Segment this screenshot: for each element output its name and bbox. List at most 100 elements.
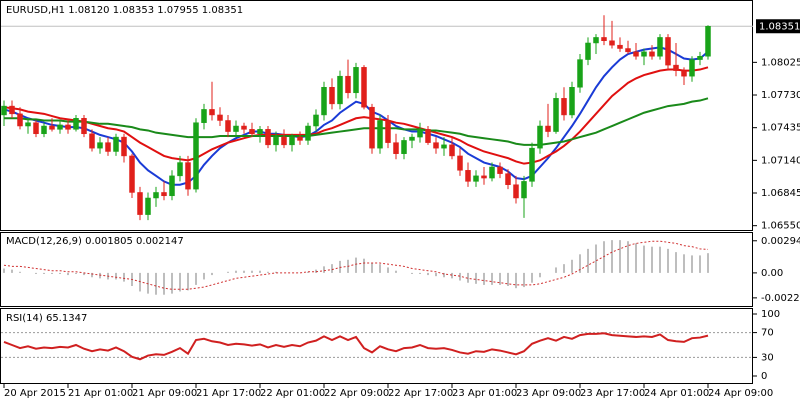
candle-body: [57, 124, 63, 130]
candle-body: [369, 106, 375, 149]
candle-body: [473, 175, 479, 182]
candle-body: [697, 56, 703, 60]
candle-body: [569, 87, 575, 116]
candle-body: [113, 136, 119, 152]
y-tick-label: 1.07730: [761, 90, 800, 101]
candle-body: [177, 162, 183, 177]
candle-body: [465, 170, 471, 182]
y-tick-label: 1.08025: [761, 57, 800, 68]
x-tick-label: 21 Apr 17:00: [196, 388, 261, 399]
candle-body: [105, 142, 111, 152]
candle-body: [505, 173, 511, 185]
candle-body: [153, 192, 159, 199]
y-tick-label: -0.002287: [761, 293, 800, 304]
candle-body: [33, 122, 39, 135]
macd-panel: [0, 232, 753, 307]
x-tick-label: 22 Apr 09:00: [324, 388, 389, 399]
rsi-panel: [0, 308, 753, 384]
y-tick-label: 0.00294: [761, 236, 800, 247]
y-tick-label: 1.06550: [761, 221, 800, 232]
x-tick-label: 22 Apr 17:00: [388, 388, 453, 399]
candle-body: [385, 120, 391, 143]
candle-body: [601, 37, 607, 42]
current-price: 1.08351: [759, 21, 800, 32]
candle-body: [425, 129, 431, 143]
candle-body: [257, 129, 263, 135]
main-panel: [0, 0, 753, 231]
candle-body: [577, 59, 583, 88]
candle-body: [265, 129, 271, 146]
candle-body: [241, 125, 247, 130]
candle-body: [593, 37, 599, 44]
candle-body: [353, 67, 359, 94]
x-tick-label: 21 Apr 09:00: [132, 388, 197, 399]
candle-body: [641, 51, 647, 57]
candle-body: [297, 136, 303, 141]
candle-body: [545, 125, 551, 132]
candle-body: [449, 144, 455, 157]
candle-body: [289, 136, 295, 146]
candle-body: [313, 114, 319, 127]
candle-body: [521, 181, 527, 199]
candle-body: [609, 40, 615, 46]
candle-body: [41, 125, 47, 135]
y-tick-label: 0: [761, 371, 767, 382]
candle-body: [681, 70, 687, 77]
candle-body: [321, 87, 327, 116]
candle-body: [145, 197, 151, 215]
candle-body: [497, 166, 503, 174]
candle-body: [417, 129, 423, 138]
y-tick-label: 1.07140: [761, 155, 800, 166]
candle-body: [553, 98, 559, 132]
candle-body: [409, 136, 415, 141]
candle-body: [345, 75, 351, 94]
candle-body: [49, 125, 55, 130]
x-tick-label: 24 Apr 09:00: [708, 388, 773, 399]
candle-body: [281, 136, 287, 146]
candle-body: [537, 125, 543, 149]
candle-body: [529, 147, 535, 182]
candle-body: [561, 98, 567, 116]
candle-body: [481, 175, 487, 179]
candle-body: [225, 120, 231, 132]
candle-body: [97, 142, 103, 149]
candle-body: [89, 133, 95, 149]
x-tick-label: 23 Apr 09:00: [516, 388, 581, 399]
candle-body: [401, 140, 407, 154]
candle-body: [233, 125, 239, 132]
x-tick-label: 24 Apr 01:00: [644, 388, 709, 399]
candle-body: [161, 192, 167, 197]
candle-body: [393, 142, 399, 154]
candle-body: [489, 166, 495, 179]
y-tick-label: 100: [761, 309, 780, 320]
candle-body: [617, 44, 623, 49]
y-tick-label: 1.06845: [761, 188, 800, 199]
candle-body: [457, 155, 463, 171]
candle-body: [433, 142, 439, 149]
candle-body: [73, 118, 79, 130]
candle-body: [273, 136, 279, 146]
y-tick-label: 0.00: [761, 268, 783, 279]
signal-line: [3, 240, 709, 290]
candle-body: [249, 129, 255, 135]
candle-body: [705, 26, 711, 57]
candle-body: [665, 37, 671, 66]
candle-body: [633, 51, 639, 57]
y-tick-label: 1.07435: [761, 123, 800, 134]
moving-average: [4, 97, 709, 146]
candle-body: [305, 125, 311, 141]
candle-body: [377, 120, 383, 149]
candle-body: [129, 155, 135, 193]
rsi-line: [3, 332, 709, 361]
candle-body: [585, 42, 591, 60]
candle-body: [201, 109, 207, 123]
candle-body: [9, 105, 15, 115]
x-tick-label: 23 Apr 17:00: [580, 388, 645, 399]
x-tick-label: 20 Apr 2015: [4, 388, 66, 399]
x-tick-label: 21 Apr 01:00: [68, 388, 133, 399]
candle-body: [337, 75, 343, 105]
candle-body: [441, 144, 447, 149]
candle-body: [361, 67, 367, 108]
